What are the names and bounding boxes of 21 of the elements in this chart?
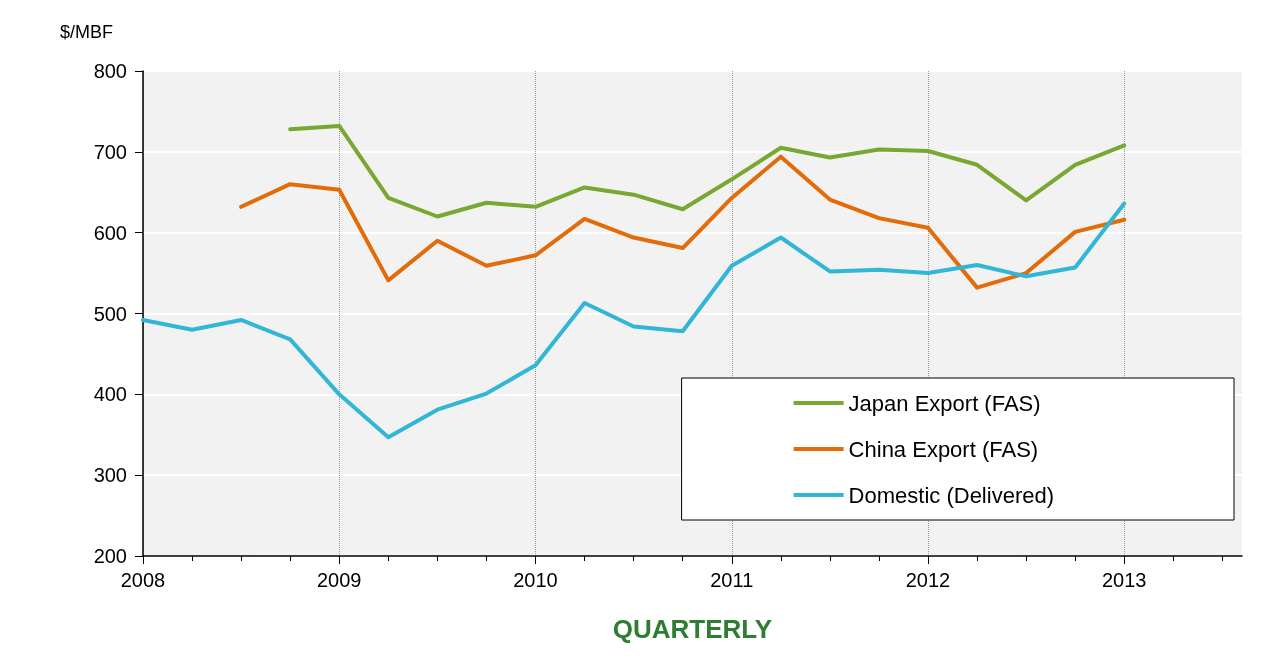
x-tick-label: 2012 xyxy=(905,569,951,591)
line-series xyxy=(141,201,1127,440)
line-series xyxy=(288,123,1127,219)
legend-label: China Export (FAS) xyxy=(848,436,1039,462)
y-tick-label: 400 xyxy=(93,383,127,406)
line-series xyxy=(239,154,1127,290)
y-tick-label: 300 xyxy=(93,464,127,487)
x-tick-label: 2010 xyxy=(513,569,558,591)
x-tick-label: 2013 xyxy=(1102,569,1147,591)
y-tick-label: 800 xyxy=(93,60,127,82)
y-tick-label: 700 xyxy=(93,140,127,163)
x-tick-label: 2008 xyxy=(120,569,166,591)
legend-label: Japan Export (FAS) xyxy=(848,390,1041,416)
legend-label: Domestic (Delivered) xyxy=(848,482,1055,508)
x-axis-title: QUARTERLY xyxy=(612,614,773,644)
y-tick-label: 500 xyxy=(93,302,127,325)
y-tick-label: 600 xyxy=(93,221,127,244)
x-tick-label: 2011 xyxy=(710,569,754,591)
y-axis-title: $/MBF xyxy=(59,22,113,42)
y-tick-label: 200 xyxy=(93,545,127,567)
x-tick-label: 2009 xyxy=(317,569,362,591)
